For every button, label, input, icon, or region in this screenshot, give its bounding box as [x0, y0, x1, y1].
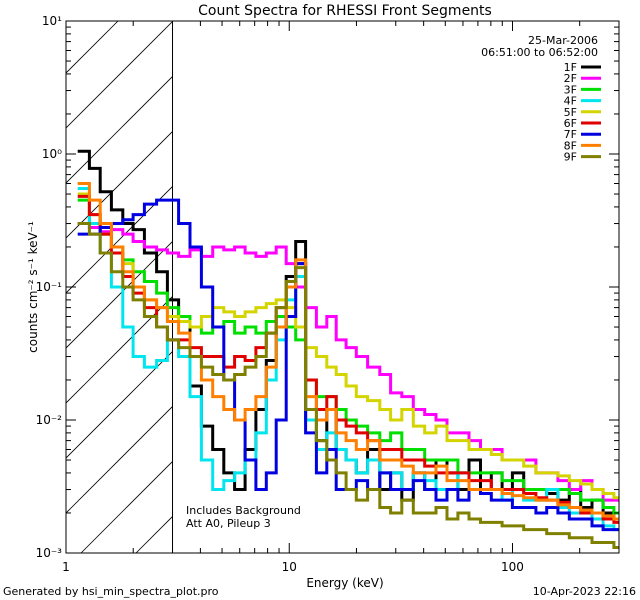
hatch-line	[66, 405, 173, 514]
hatch-line	[80, 460, 173, 553]
hatch-line	[576, 0, 640, 553]
legend-label-1F: 1F	[564, 61, 577, 74]
y-tick-label: 10⁻³	[36, 546, 63, 560]
hatch-line	[66, 295, 173, 404]
y-axis-label: counts cm⁻² s⁻¹ keV⁻¹	[26, 221, 40, 353]
x-tick-label: 100	[501, 560, 524, 574]
y-tick-label: 10⁻²	[36, 413, 63, 427]
legend-label-8F: 8F	[564, 139, 577, 152]
date-label: 25-Mar-2006	[528, 34, 598, 47]
chart-title: Count Spectra for RHESSI Front Segments	[198, 3, 492, 19]
hatch-line	[466, 0, 640, 553]
legend-label-2F: 2F	[564, 72, 577, 85]
x-tick-label: 10	[282, 560, 297, 574]
hatch-line	[356, 0, 640, 553]
hatch-line	[66, 21, 173, 129]
time-range-label: 06:51:00 to 06:52:00	[481, 46, 598, 59]
series-line-9F	[77, 222, 619, 549]
legend-label-3F: 3F	[564, 83, 577, 96]
hatch-line	[0, 0, 21, 553]
background-note: Includes Background	[186, 504, 301, 517]
timestamp-footer: 10-Apr-2023 22:16	[533, 585, 636, 598]
attenuator-note: Att A0, Pileup 3	[186, 517, 271, 530]
hatch-line	[411, 0, 640, 553]
legend-label-5F: 5F	[564, 106, 577, 119]
series-line-3F	[77, 198, 619, 515]
x-axis-label: Energy (keV)	[306, 576, 383, 590]
series-line-4F	[77, 187, 619, 532]
legend-label-6F: 6F	[564, 117, 577, 130]
generated-by-footer: Generated by hsi_min_spectra_plot.pro	[3, 585, 219, 598]
axis-ticks: 1 10 100 10⁻³ 10⁻² 10⁻¹ 10⁰ 10¹	[36, 14, 620, 574]
series-line-1F	[77, 149, 619, 521]
hatch-line	[631, 0, 640, 553]
y-tick-label: 10¹	[42, 14, 62, 28]
series-line-5F	[77, 192, 619, 500]
hatch-line	[66, 21, 119, 74]
legend-label-9F: 9F	[564, 151, 577, 164]
legend-label-4F: 4F	[564, 95, 577, 108]
series-line-8F	[77, 182, 619, 521]
legend-label-7F: 7F	[564, 128, 577, 141]
hatch-line	[66, 350, 173, 459]
series-lines	[77, 149, 619, 549]
hatched-low-energy-region	[0, 0, 640, 553]
y-tick-label: 10⁰	[42, 147, 62, 161]
x-tick-label: 1	[62, 560, 70, 574]
hatch-line	[66, 185, 173, 294]
hatch-line	[66, 240, 173, 349]
y-tick-label: 10⁻¹	[36, 280, 63, 294]
hatch-line	[521, 0, 640, 553]
hatch-line	[66, 75, 173, 184]
